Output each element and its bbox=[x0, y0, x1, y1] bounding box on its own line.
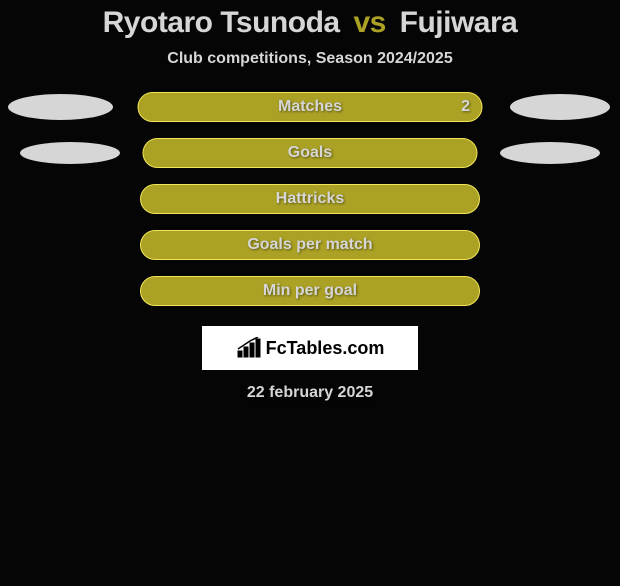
page-title: Ryotaro Tsunoda vs Fujiwara bbox=[0, 6, 620, 40]
fctables-logo: FcTables.com bbox=[202, 326, 418, 370]
row-label: Goals per match bbox=[247, 236, 372, 254]
row-value: 2 bbox=[461, 98, 470, 116]
title-player1: Ryotaro Tsunoda bbox=[103, 6, 340, 39]
title-vs: vs bbox=[353, 6, 385, 39]
fctables-logo-text: FcTables.com bbox=[266, 338, 385, 359]
comparison-row: Goals per match bbox=[0, 230, 620, 260]
comparison-rows: Matches 2 Goals Hattricks Goals per match Min… bbox=[0, 92, 620, 306]
bar-chart-icon bbox=[236, 337, 262, 359]
row-label: Goals bbox=[288, 144, 332, 162]
title-player2: Fujiwara bbox=[400, 6, 518, 39]
row-label: Min per goal bbox=[263, 282, 357, 300]
right-ellipse bbox=[500, 142, 600, 164]
right-ellipse bbox=[510, 94, 610, 120]
comparison-row: Matches 2 bbox=[0, 92, 620, 122]
left-ellipse bbox=[8, 94, 113, 120]
row-label: Hattricks bbox=[276, 190, 344, 208]
date-line: 22 february 2025 bbox=[0, 384, 620, 402]
row-label: Matches bbox=[278, 98, 342, 116]
comparison-row: Hattricks bbox=[0, 184, 620, 214]
comparison-row: Min per goal bbox=[0, 276, 620, 306]
subtitle: Club competitions, Season 2024/2025 bbox=[0, 50, 620, 68]
comparison-row: Goals bbox=[0, 138, 620, 168]
left-ellipse bbox=[20, 142, 120, 164]
